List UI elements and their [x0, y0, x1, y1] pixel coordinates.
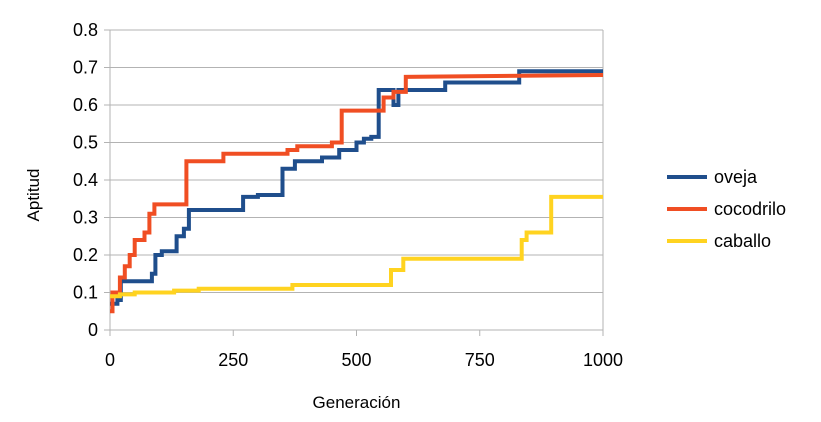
- y-tick-label: 0.6: [73, 95, 98, 115]
- series-line-oveja: [110, 69, 603, 306]
- y-tick-label: 0.2: [73, 245, 98, 265]
- legend: oveja cocodrilo caballo: [667, 167, 786, 251]
- x-tick-label: 1000: [583, 350, 623, 370]
- series-lines: [110, 69, 604, 314]
- legend-item-cocodrilo: cocodrilo: [667, 199, 786, 219]
- legend-label: cocodrilo: [714, 199, 786, 219]
- y-axis-ticks: 0 0.1 0.2 0.3 0.4 0.5 0.6 0.7 0.8: [73, 20, 98, 340]
- legend-item-oveja: oveja: [667, 167, 758, 187]
- x-tick-label: 0: [105, 350, 115, 370]
- legend-item-caballo: caballo: [667, 231, 771, 251]
- x-tick-label: 500: [341, 350, 371, 370]
- y-tick-label: 0: [88, 320, 98, 340]
- x-axis-label: Generación: [313, 393, 401, 412]
- y-tick-label: 0.3: [73, 208, 98, 228]
- series-line-cocodrilo: [110, 73, 604, 314]
- series-line-caballo: [110, 194, 603, 299]
- y-axis-label: Aptitud: [24, 169, 43, 222]
- y-tick-label: 0.5: [73, 133, 98, 153]
- legend-label: caballo: [714, 231, 771, 251]
- y-tick-label: 0.8: [73, 20, 98, 40]
- y-tick-label: 0.1: [73, 283, 98, 303]
- x-tick-label: 250: [218, 350, 248, 370]
- y-tick-label: 0.7: [73, 58, 98, 78]
- y-tick-label: 0.4: [73, 170, 98, 190]
- legend-label: oveja: [714, 167, 758, 187]
- x-tick-label: 750: [465, 350, 495, 370]
- x-axis-ticks: 0 250 500 750 1000: [105, 350, 623, 370]
